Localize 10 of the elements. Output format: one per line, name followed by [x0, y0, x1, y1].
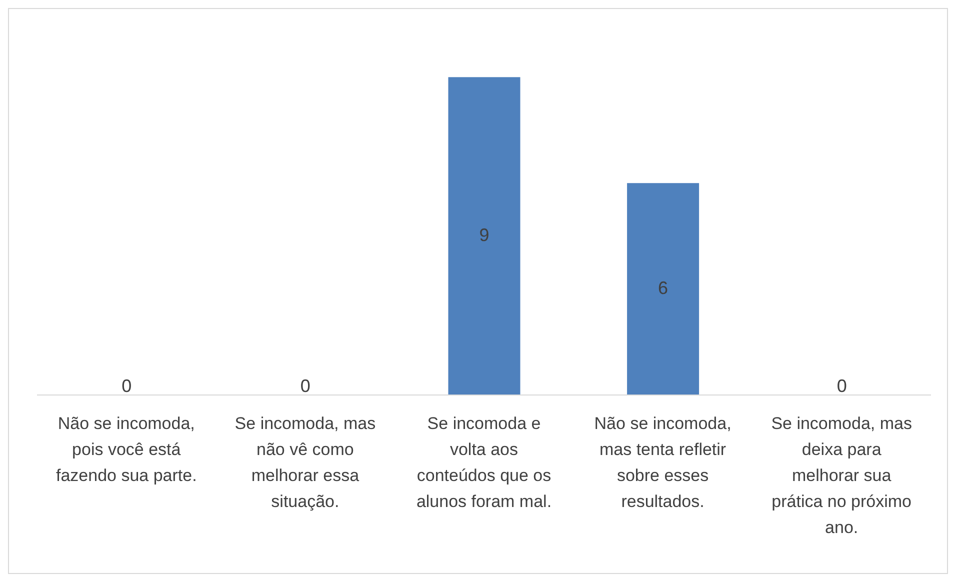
x-tick-label: Não se incomoda, mas tenta refletir sobre esses resultados.: [594, 414, 732, 511]
x-tick-label: Se incomoda, mas não vê como melhorar essa situação.: [234, 414, 376, 511]
data-label: 0: [300, 376, 310, 396]
data-label: 0: [122, 376, 132, 396]
data-label: 0: [836, 376, 847, 396]
x-tick-label: Se incomoda e volta aos conteúdos que os alunos foram mal.: [416, 414, 552, 511]
x-tick-label: Se incomoda, mas deixa para melhorar sua prática no próximo ano.: [771, 414, 912, 537]
data-label: 9: [479, 224, 490, 245]
x-tick-label: Não se incomoda, pois você está fazendo sua parte.: [56, 414, 197, 485]
data-label: 6: [658, 278, 668, 298]
